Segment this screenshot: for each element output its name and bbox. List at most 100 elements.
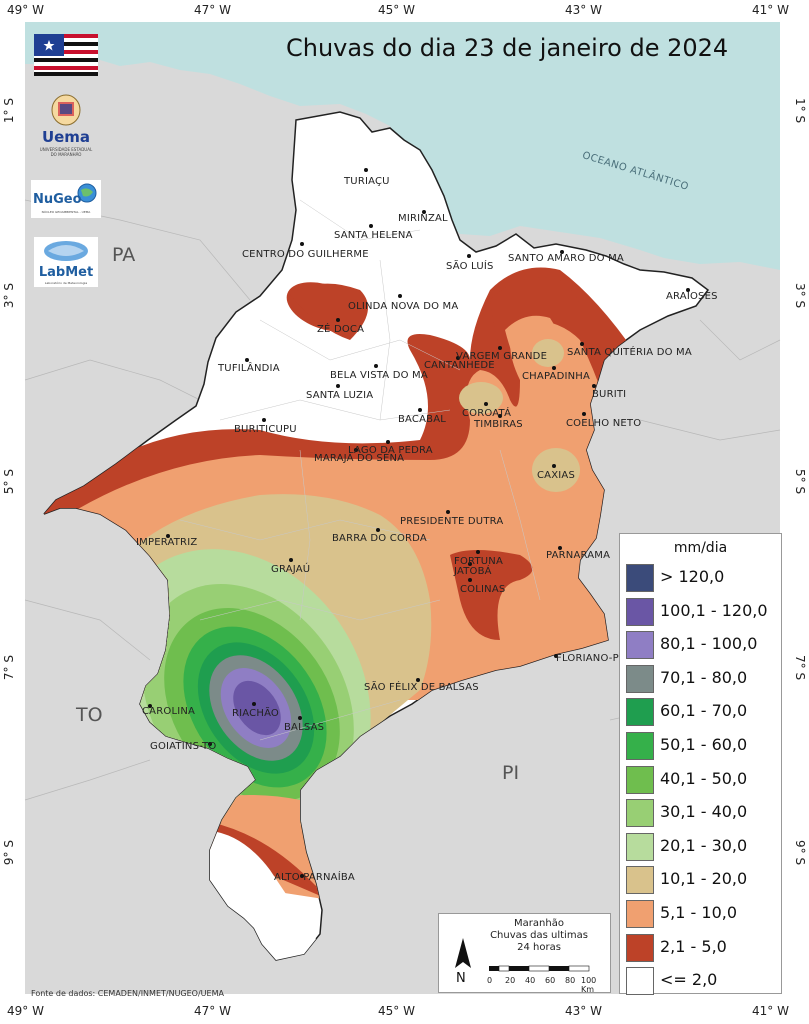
municipality-lines bbox=[179, 199, 541, 741]
lon-label: 41° W bbox=[752, 1004, 789, 1018]
labmet-subtitle: Laboratório de Meteorologia bbox=[44, 281, 88, 285]
lon-label: 43° W bbox=[565, 1004, 602, 1018]
lon-label: 47° W bbox=[194, 1004, 231, 1018]
scale-bar bbox=[489, 965, 590, 972]
legend-swatch bbox=[626, 698, 654, 727]
city-label: FLORIANO-PI bbox=[556, 653, 622, 664]
legend-label: 60,1 - 70,0 bbox=[660, 701, 748, 721]
legend-title: mm/dia bbox=[673, 540, 728, 556]
legend-swatch bbox=[626, 832, 654, 861]
infobox-description: Chuvas das ultimas bbox=[490, 930, 588, 941]
city-label: ALTO PARNAÍBA bbox=[274, 872, 355, 883]
rainfall-zones bbox=[44, 267, 640, 960]
city-label: VARGEM GRANDE bbox=[456, 351, 548, 362]
lon-label: 49° W bbox=[7, 3, 44, 17]
legend-swatch bbox=[626, 732, 654, 760]
city-label: IMPERATRIZ bbox=[136, 537, 198, 548]
legend-label: 5,1 - 10,0 bbox=[660, 903, 738, 922]
lon-label: 41° W bbox=[752, 3, 789, 17]
data-source: Fonte de dados: CEMADEN/INMET/NUGEO/UEMA bbox=[31, 989, 224, 998]
infobox-period: 24 horas bbox=[517, 942, 561, 953]
lat-label: 3° S bbox=[2, 283, 16, 309]
lat-label: 7° S bbox=[2, 655, 16, 681]
legend-label: 80,1 - 100,0 bbox=[660, 634, 758, 654]
lat-label: 5° S bbox=[793, 469, 807, 495]
lon-label: 43° W bbox=[565, 3, 602, 17]
legend-label: 100,1 - 120,0 bbox=[660, 600, 768, 620]
legend-label: 40,1 - 50,0 bbox=[660, 768, 748, 788]
city-label: CAROLINA bbox=[142, 706, 196, 717]
city-label: ARAIOSES bbox=[666, 291, 718, 302]
city-label: BARRA DO CORDA bbox=[332, 533, 427, 544]
lat-label: 1° S bbox=[793, 98, 807, 124]
city-label: FORTUNA bbox=[454, 556, 503, 567]
city-label: CAXIAS bbox=[537, 470, 576, 481]
city-label: LAGO DA PEDRA bbox=[348, 445, 433, 456]
globe-icon bbox=[77, 183, 97, 203]
lon-label: 45° W bbox=[378, 1004, 415, 1018]
labmet-logo: LabMet Laboratório de Meteorologia bbox=[34, 237, 98, 287]
uema-subtitle-1: UNIVERSIDADE ESTADUAL bbox=[39, 147, 93, 152]
labmet-swirl-icon bbox=[44, 241, 88, 261]
city-label: BALSAS bbox=[284, 722, 325, 733]
lon-label: 45° W bbox=[378, 3, 415, 17]
lon-label: 49° W bbox=[7, 1004, 44, 1018]
flag-icon bbox=[34, 34, 98, 76]
legend-swatch bbox=[626, 967, 654, 996]
lat-label: 7° S bbox=[793, 655, 807, 681]
city-label: SANTO AMARO DO MA bbox=[508, 253, 624, 264]
legend-label: 50,1 - 60,0 bbox=[660, 735, 748, 754]
legend: mm/dia > 120,0 100,1 - 120,0 80,1 - 100,0 7… bbox=[619, 533, 782, 996]
scale-label: 20 bbox=[505, 976, 516, 985]
scale-label: 0 bbox=[487, 976, 493, 985]
city-label: CHAPADINHA bbox=[522, 371, 591, 382]
scale-label: 80 bbox=[565, 976, 576, 985]
nugeo-name: NuGeo bbox=[33, 192, 82, 207]
uema-subtitle-2: DO MARANHÃO bbox=[50, 152, 82, 157]
north-label: N bbox=[456, 971, 466, 986]
city-label: ZÉ DOCA bbox=[317, 324, 365, 335]
city-label: SÃO LUÍS bbox=[446, 261, 494, 272]
lat-label: 9° S bbox=[2, 840, 16, 866]
city-label: COROATÁ bbox=[462, 408, 512, 419]
infobox-region: Maranhão bbox=[514, 918, 564, 929]
legend-label: 2,1 - 5,0 bbox=[660, 936, 727, 956]
city-label: JATOBÁ bbox=[454, 566, 492, 577]
legend-label: 30,1 - 40,0 bbox=[660, 802, 748, 822]
city-label: SANTA LUZIA bbox=[306, 390, 374, 401]
city-label: TUFILÂNDIA bbox=[218, 363, 280, 374]
city-label: COLINAS bbox=[460, 584, 506, 595]
legend-swatch bbox=[626, 765, 654, 794]
map-title: Chuvas do dia 23 de janeiro de 2024 bbox=[286, 34, 729, 62]
nugeo-logo: NuGeo NÚCLEO GEOAMBIENTAL - UEMA bbox=[31, 180, 101, 218]
city-label: BACABAL bbox=[398, 414, 447, 425]
city-label: MIRINZAL bbox=[398, 213, 448, 224]
city-label: OLINDA NOVA DO MA bbox=[348, 301, 459, 312]
scale-label: 40 bbox=[525, 976, 536, 985]
city-label: MARAJÁ DO SENA bbox=[314, 453, 405, 464]
uema-logo: Uema UNIVERSIDADE ESTADUAL DO MARANHÃO bbox=[34, 94, 98, 164]
city-label: PARNARAMA bbox=[546, 550, 611, 561]
city-label: PRESIDENTE DUTRA bbox=[400, 516, 504, 527]
uema-name: Uema bbox=[41, 128, 91, 146]
legend-swatch bbox=[626, 900, 654, 928]
legend-swatch bbox=[626, 866, 654, 895]
map-infobox: Maranhão Chuvas das ultimas 24 horas N 0… bbox=[438, 913, 611, 994]
city-label: BURITI bbox=[592, 389, 627, 400]
legend-swatch bbox=[626, 799, 654, 828]
region-label-pi: PI bbox=[502, 762, 520, 784]
city-label: TURIAÇU bbox=[344, 176, 390, 187]
city-label: BURITICUPU bbox=[234, 424, 297, 435]
nugeo-subtitle: NÚCLEO GEOAMBIENTAL - UEMA bbox=[41, 210, 91, 214]
city-label: COELHO NETO bbox=[566, 418, 642, 429]
city-label: RIACHÃO bbox=[232, 708, 280, 719]
lat-label: 1° S bbox=[2, 98, 16, 124]
uema-seal-icon bbox=[51, 94, 81, 126]
labmet-name: LabMet bbox=[38, 265, 94, 280]
scale-label: 60 bbox=[545, 976, 556, 985]
region-label-pa: PA bbox=[112, 244, 136, 266]
legend-label: 70,1 - 80,0 bbox=[660, 667, 748, 687]
legend-swatch bbox=[626, 631, 654, 660]
city-label: GOIATINS-TO bbox=[150, 741, 217, 752]
legend-swatch bbox=[626, 933, 654, 962]
